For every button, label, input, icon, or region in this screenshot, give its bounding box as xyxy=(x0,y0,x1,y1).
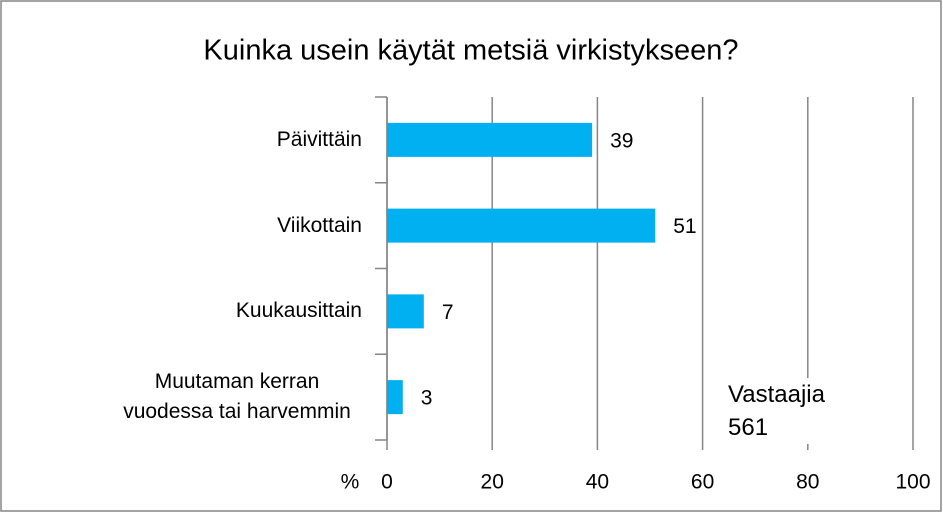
x-tick-label: 0 xyxy=(381,471,393,494)
annotation: Vastaajia 561 xyxy=(728,378,858,444)
category-label-box: Päivittäin xyxy=(62,100,362,180)
category-label-box: Viikottain xyxy=(62,186,362,266)
x-tick-label: 60 xyxy=(691,471,714,494)
y-tick-label: Viikottain xyxy=(277,213,362,237)
bar xyxy=(387,294,424,329)
category-label-box: Kuukausittain xyxy=(62,271,362,351)
y-tick-label: Muutaman kerran vuodessa tai harvemmin xyxy=(123,370,351,424)
data-label: 51 xyxy=(673,215,696,238)
y-tick-label: Kuukausittain xyxy=(235,299,362,323)
x-tick-label: 100 xyxy=(895,471,930,494)
data-label: 3 xyxy=(421,387,433,410)
x-axis-label: % xyxy=(341,471,360,494)
x-tick-label: 80 xyxy=(796,471,819,494)
y-tick-label: Päivittäin xyxy=(276,127,362,151)
x-tick-label: 20 xyxy=(481,471,504,494)
data-label: 7 xyxy=(442,301,454,324)
bar xyxy=(387,380,403,415)
bar xyxy=(387,208,656,243)
chart-title: Kuinka usein käytät metsiä virkistykseen… xyxy=(203,35,738,67)
category-label-box: Muutaman kerran vuodessa tai harvemmin xyxy=(62,357,362,437)
data-label: 39 xyxy=(610,129,633,152)
bar xyxy=(387,122,593,157)
x-tick-label: 40 xyxy=(586,471,609,494)
